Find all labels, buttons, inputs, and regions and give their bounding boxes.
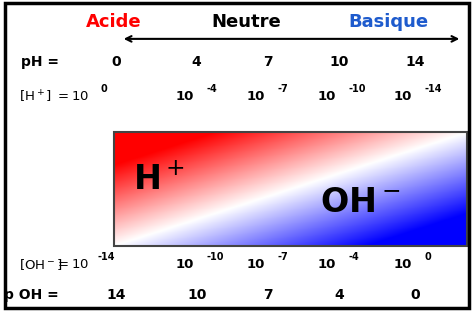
Text: $=10$: $=10$ — [55, 258, 89, 271]
Text: -7: -7 — [277, 252, 288, 262]
Text: 14: 14 — [106, 288, 126, 303]
Bar — [114, 132, 467, 246]
Text: -4: -4 — [348, 252, 359, 262]
Text: Acide: Acide — [86, 13, 142, 31]
Text: Basique: Basique — [348, 13, 429, 31]
Text: 10: 10 — [176, 90, 194, 103]
Text: 7: 7 — [263, 288, 273, 303]
Text: 10: 10 — [318, 90, 336, 103]
Text: -10: -10 — [348, 84, 366, 94]
Text: 0: 0 — [111, 55, 121, 69]
Text: 10: 10 — [318, 258, 336, 271]
Text: -4: -4 — [206, 84, 217, 94]
Text: $\mathbf{H}^+$: $\mathbf{H}^+$ — [133, 164, 185, 197]
Text: -10: -10 — [206, 252, 224, 262]
Text: 7: 7 — [263, 55, 273, 69]
Text: 10: 10 — [247, 258, 265, 271]
Text: 10: 10 — [394, 258, 412, 271]
Text: 10: 10 — [329, 55, 348, 69]
Text: Neutre: Neutre — [211, 13, 282, 31]
Text: $= 10$: $= 10$ — [55, 90, 89, 103]
Text: $\mathbf{OH}^-$: $\mathbf{OH}^-$ — [320, 186, 401, 219]
Text: -14: -14 — [424, 84, 442, 94]
Text: 10: 10 — [247, 90, 265, 103]
Text: p OH =: p OH = — [4, 288, 64, 303]
Text: -7: -7 — [277, 84, 288, 94]
Text: 14: 14 — [405, 55, 425, 69]
Text: $[\mathrm{OH}^-]$: $[\mathrm{OH}^-]$ — [19, 257, 63, 272]
Text: 10: 10 — [187, 288, 206, 303]
Text: 10: 10 — [394, 90, 412, 103]
Text: $[\mathrm{H}^+]$: $[\mathrm{H}^+]$ — [19, 88, 52, 104]
Text: 0: 0 — [100, 84, 107, 94]
Text: 4: 4 — [192, 55, 201, 69]
Text: -14: -14 — [97, 252, 115, 262]
Text: 4: 4 — [334, 288, 344, 303]
Text: 0: 0 — [410, 288, 419, 303]
Text: 10: 10 — [176, 258, 194, 271]
Text: 0: 0 — [424, 252, 431, 262]
Text: pH =: pH = — [21, 55, 64, 69]
